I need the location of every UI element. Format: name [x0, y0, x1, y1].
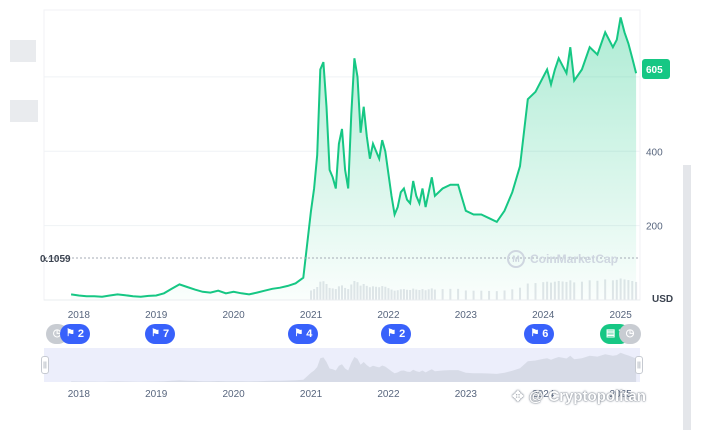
coinmarketcap-text: CoinMarketCap	[530, 252, 619, 266]
current-price-tag	[642, 59, 670, 79]
flag-icon: ⚑	[65, 328, 75, 339]
faded-background-text	[10, 40, 36, 62]
volume-bar	[635, 281, 638, 300]
event-count: 4	[306, 328, 313, 340]
faded-background-text	[10, 100, 38, 122]
price-line	[70, 17, 638, 298]
navigator-tick-label: 2023	[455, 389, 478, 400]
y-tick-label: 200	[646, 222, 663, 233]
y-axis: 200 400	[646, 147, 663, 232]
event-count: 2	[77, 328, 84, 340]
navigator-x-axis: 2018 2019 2020 2021 2022 2023 2024 2025	[68, 389, 633, 400]
side-strip	[683, 165, 691, 430]
navigator-tick-label: 2021	[300, 389, 323, 400]
navigator-tick-label: 2018	[68, 389, 91, 400]
price-area	[71, 17, 637, 301]
x-tick-label: 2024	[532, 310, 555, 321]
navigator-tick-label: 2025	[610, 389, 633, 400]
flag-event-marker[interactable]: ⚑ 2	[59, 324, 90, 344]
min-price-marker: ‹	[44, 254, 47, 265]
event-count: 2	[399, 328, 406, 340]
navigator-right-handle[interactable]: ||	[635, 356, 643, 374]
event-count: 7	[163, 328, 170, 340]
cryptopolitan-logo-icon: ✥	[512, 388, 524, 404]
navigator-left-handle[interactable]: ||	[41, 356, 49, 374]
clock-event-marker[interactable]: ◷	[618, 324, 641, 344]
min-price-label: 0.1059	[40, 254, 71, 265]
x-tick-label: 2025	[610, 310, 633, 321]
clock-icon: ◷	[625, 328, 635, 339]
navigator-tick-label: 2022	[377, 389, 400, 400]
navigator-tick-label: 2024	[532, 389, 555, 400]
current-price-value: 605	[646, 65, 663, 76]
document-icon: ▤	[605, 328, 616, 339]
navigator-series	[71, 352, 637, 382]
x-axis: 2018 2019 2020 2021 2022 2023 2024 2025	[68, 310, 633, 321]
coinmarketcap-watermark: M CoinMarketCap	[507, 250, 618, 268]
currency-label: USD	[652, 294, 673, 305]
x-tick-label: 2020	[223, 310, 246, 321]
flag-event-marker[interactable]: ⚑ 6	[524, 324, 555, 344]
x-tick-label: 2022	[377, 310, 400, 321]
navigator-tick-label: 2020	[223, 389, 246, 400]
flag-icon: ⚑	[294, 328, 304, 339]
cryptopolitan-watermark: ✥ @ Cryptopolitan	[512, 388, 646, 405]
flag-event-marker[interactable]: ⚑ 4	[288, 324, 319, 344]
coinmarketcap-logo-icon: M	[507, 250, 525, 268]
flag-icon: ⚑	[530, 328, 540, 339]
cryptopolitan-at: @	[528, 388, 544, 405]
x-tick-label: 2023	[455, 310, 478, 321]
flag-icon: ⚑	[387, 328, 397, 339]
navigator-tick-label: 2019	[145, 389, 168, 400]
y-tick-label: 400	[646, 147, 663, 158]
clock-icon: ◷	[52, 328, 62, 339]
cryptopolitan-text: Cryptopolitan	[548, 388, 646, 405]
flag-event-marker[interactable]: ⚑ 7	[145, 324, 176, 344]
x-tick-label: 2021	[300, 310, 323, 321]
flag-icon: ⚑	[151, 328, 161, 339]
flag-event-marker[interactable]: ⚑ 2	[381, 324, 412, 344]
event-count: 6	[542, 328, 549, 340]
x-tick-label: 2018	[68, 310, 91, 321]
x-tick-label: 2019	[145, 310, 168, 321]
